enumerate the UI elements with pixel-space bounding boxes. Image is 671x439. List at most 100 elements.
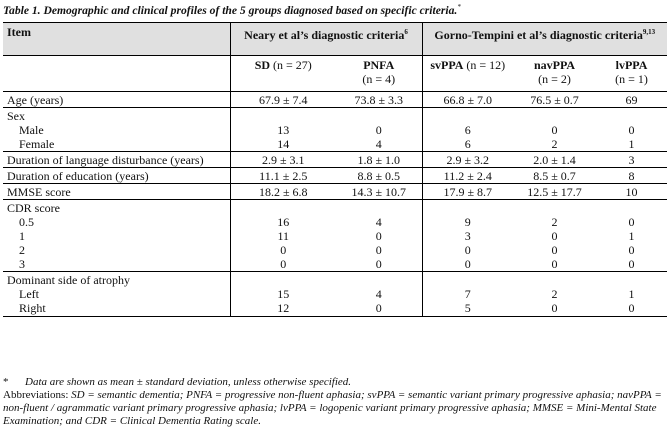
abbreviation-definition: = Clinical Dementia Rating scale. xyxy=(106,415,261,427)
header-group-gorno-ref: 9,13 xyxy=(642,28,656,36)
abbreviation-definition: = non-fluent / agrammatic variant primar… xyxy=(3,389,662,414)
header-col-pnfa: PNFA (n = 4) xyxy=(336,55,422,92)
col-name: navPPA xyxy=(533,58,576,72)
cell-value: 8 xyxy=(596,167,667,184)
abbreviation-term: MMSE xyxy=(532,402,564,414)
row-label: 0.5 xyxy=(19,215,34,229)
abbreviation-definition: = semantic dementia; xyxy=(84,389,187,401)
cell-value: 2.9 ± 3.2 xyxy=(421,151,513,168)
cell-value: 0 xyxy=(628,243,635,257)
col-n: (n = 12) xyxy=(466,58,506,72)
row-label: 3 xyxy=(19,257,25,271)
cell-value: 0 xyxy=(551,257,558,271)
table-body: Age (years) 67.9 ± 7.4 73.8 ± 3.3 66.8 ± 7.… xyxy=(3,91,667,317)
table-row: Female 14 4 6 2 1 xyxy=(3,137,667,152)
cell-value: 12 xyxy=(229,301,336,317)
abbreviation-term: svPPA xyxy=(367,389,396,401)
table-row: 1 11 0 3 0 1 xyxy=(3,229,667,243)
cell-value: 0 xyxy=(628,123,635,137)
table-row: Duration of education (years) 11.1 ± 2.5 8… xyxy=(3,167,667,184)
section-title: CDR score xyxy=(3,199,230,215)
cell-value: 0 xyxy=(375,229,382,243)
cell-value: 0 xyxy=(375,257,382,271)
abbreviation-term: PNFA xyxy=(186,389,212,401)
cell-value: 13 xyxy=(229,123,336,137)
row-label: MMSE score xyxy=(3,183,230,200)
footnote-star-text: Data are shown as mean ± standard deviat… xyxy=(25,376,352,388)
cell-value: 0 xyxy=(513,301,596,317)
cell-value: 7 xyxy=(421,287,513,301)
col-name: PNFA xyxy=(363,58,395,72)
header-col-lvppa: lvPPA (n = 1) xyxy=(596,55,667,92)
cell-value: 4 xyxy=(375,215,382,229)
cell-value: 1 xyxy=(628,137,635,151)
cell-value xyxy=(336,271,422,287)
footnote-star: * Data are shown as mean ± standard devia… xyxy=(3,376,667,389)
header-group-gorno: Gorno-Tempini et al’s diagnostic criteri… xyxy=(421,22,667,56)
header-row-columns: SD (n = 27) PNFA (n = 4) svPPA (n = 12) n… xyxy=(3,55,667,92)
abbreviation-definition: = progressive non-fluent aphasia; xyxy=(212,389,368,401)
cell-value: 66.8 ± 7.0 xyxy=(421,91,513,108)
cell-value: 2.9 ± 3.1 xyxy=(229,151,336,168)
col-n: (n = 1) xyxy=(615,72,648,86)
cell-value xyxy=(596,107,667,123)
cell-value: 11 xyxy=(229,229,336,243)
cell-value: 0 xyxy=(229,243,336,257)
abbreviation-definition: = semantic variant primary progressive a… xyxy=(395,389,618,401)
cell-value: 0 xyxy=(421,257,513,272)
cell-value: 0 xyxy=(375,243,382,257)
cell-value: 4 xyxy=(375,137,382,151)
cell-value: 5 xyxy=(421,301,513,317)
abbreviation-definition: = Mini-Mental State Examination; and xyxy=(3,402,657,427)
header-group-gorno-label: Gorno-Tempini et al’s diagnostic criteri… xyxy=(434,28,643,42)
table-row: 3 0 0 0 0 0 xyxy=(3,257,667,272)
caption-footnote-mark: * xyxy=(457,3,461,11)
cell-value: 2 xyxy=(551,287,558,301)
cell-value xyxy=(336,199,422,215)
section-title: Sex xyxy=(3,107,230,123)
table-caption: Table 1. Demographic and clinical profil… xyxy=(3,3,461,17)
cell-value: 14 xyxy=(229,137,336,152)
cell-value: 67.9 ± 7.4 xyxy=(229,91,336,108)
cell-value: 8.5 ± 0.7 xyxy=(513,167,596,184)
cell-value: 73.8 ± 3.3 xyxy=(336,91,422,108)
row-label: 1 xyxy=(19,229,25,243)
demographics-table: Item Neary et al’s diagnostic criteria6 … xyxy=(3,22,667,317)
row-label: Left xyxy=(19,287,39,301)
cell-value: 11.1 ± 2.5 xyxy=(229,167,336,184)
cell-value xyxy=(421,107,513,123)
table-row: Duration of language disturbance (years)… xyxy=(3,151,667,168)
cell-value xyxy=(229,107,336,123)
cell-value: 17.9 ± 8.7 xyxy=(421,183,513,200)
table-row: Age (years) 67.9 ± 7.4 73.8 ± 3.3 66.8 ± 7.… xyxy=(3,91,667,108)
cell-value: 6 xyxy=(421,137,513,152)
cell-value: 1.8 ± 1.0 xyxy=(336,151,422,168)
cell-value: 8.8 ± 0.5 xyxy=(336,167,422,184)
cell-value: 3 xyxy=(596,151,667,168)
cell-value xyxy=(229,199,336,215)
cell-value: 0 xyxy=(375,123,382,137)
cell-value: 0 xyxy=(596,301,667,317)
cell-value xyxy=(421,199,513,215)
cell-value xyxy=(513,199,596,215)
header-row-groups: Item Neary et al’s diagnostic criteria6 … xyxy=(3,22,667,56)
caption-text: Table 1. Demographic and clinical profil… xyxy=(3,3,458,17)
cell-value xyxy=(513,271,596,287)
footnote-mark: * xyxy=(3,376,9,388)
row-label: Right xyxy=(3,301,230,317)
cell-value: 2.0 ± 1.4 xyxy=(513,151,596,168)
table-row: Male 13 0 6 0 0 xyxy=(3,123,667,137)
cell-value xyxy=(229,271,336,287)
col-n: (n = 27) xyxy=(273,58,312,72)
cell-value: 69 xyxy=(596,91,667,108)
cell-value: 12.5 ± 17.7 xyxy=(513,183,596,200)
cell-value: 2 xyxy=(551,137,558,151)
cell-value: 2 xyxy=(551,215,558,229)
table-row: Right 12 0 5 0 0 xyxy=(3,301,667,317)
row-label: Duration of language disturbance (years) xyxy=(3,151,230,168)
cell-value: 76.5 ± 0.7 xyxy=(513,91,596,108)
cell-value: 10 xyxy=(596,183,667,200)
header-blank xyxy=(3,55,230,92)
cell-value: 0 xyxy=(336,301,422,317)
cell-value: 4 xyxy=(375,287,382,301)
